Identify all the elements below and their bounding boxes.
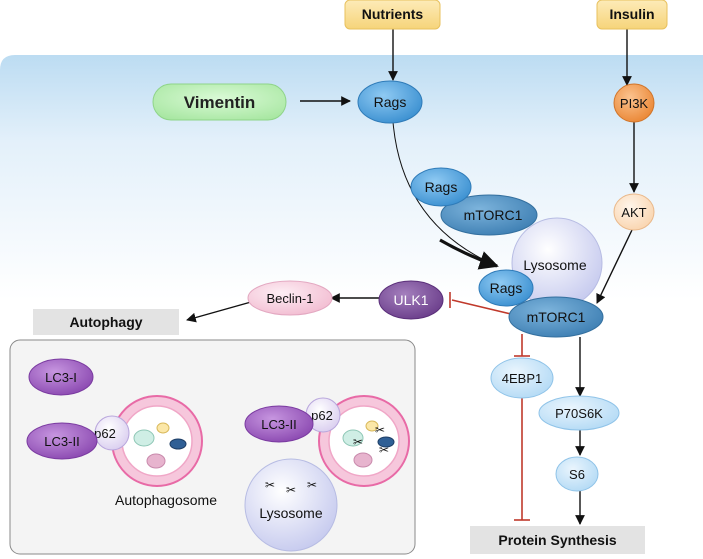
lc3ii-right-node: p62 LC3-II bbox=[244, 397, 341, 443]
arrow-rags-to-lysosome bbox=[392, 121, 498, 267]
mtorc1-complex-label: mTORC1 bbox=[464, 207, 523, 223]
akt-label: AKT bbox=[621, 205, 646, 220]
arrow-beclin1-to-autophagy bbox=[186, 301, 252, 323]
beclin1-label: Beclin-1 bbox=[267, 291, 314, 306]
autophagosome-left bbox=[111, 395, 203, 487]
protein-synthesis-box: Protein Synthesis bbox=[470, 526, 645, 554]
beclin1-node: Beclin-1 bbox=[247, 280, 333, 316]
p62-right-label: p62 bbox=[311, 408, 333, 423]
lc3ii-left-node: p62 LC3-II bbox=[26, 415, 130, 460]
nutrients-box: Nutrients bbox=[344, 0, 441, 30]
lc3i-node: LC3-I bbox=[28, 358, 94, 396]
cargo-pink bbox=[146, 453, 166, 469]
arrow-akt-to-mtorc1 bbox=[596, 229, 633, 304]
inhibition-edges bbox=[449, 292, 530, 521]
ulk1-label: ULK1 bbox=[393, 292, 428, 308]
vimentin-label: Vimentin bbox=[184, 93, 255, 112]
scissors-icon: ✂ bbox=[375, 423, 385, 437]
s6-node: S6 bbox=[555, 456, 599, 492]
scissors-icon: ✂ bbox=[307, 478, 317, 492]
inhibition-mtorc1-ulk1 bbox=[451, 299, 512, 315]
lc3i-label: LC3-I bbox=[45, 370, 77, 385]
cargo-yellow bbox=[156, 422, 170, 434]
mtorc1-main-label: mTORC1 bbox=[527, 309, 586, 325]
lc3ii-right-label: LC3-II bbox=[261, 417, 296, 432]
rags-lysosome-node: Rags bbox=[478, 269, 534, 307]
lysosome-small-label: Lysosome bbox=[259, 505, 323, 521]
cargo-blue bbox=[169, 438, 187, 450]
cargo-green bbox=[133, 429, 155, 447]
autophagy-label-box: Autophagy bbox=[33, 309, 179, 335]
rags-complex-label: Rags bbox=[425, 179, 458, 195]
lc3ii-left-label: LC3-II bbox=[44, 434, 79, 449]
scissors-icon: ✂ bbox=[265, 478, 275, 492]
insulin-label: Insulin bbox=[609, 6, 654, 22]
nutrients-label: Nutrients bbox=[362, 6, 424, 22]
s6-label: S6 bbox=[569, 467, 585, 482]
pi3k-node: PI3K bbox=[613, 83, 655, 123]
scissors-icon: ✂ bbox=[379, 443, 389, 457]
arrow-rags-to-lysosome-bold bbox=[439, 238, 499, 270]
lysosome-small: ✂ ✂ ✂ Lysosome bbox=[244, 458, 338, 552]
protein-synthesis-label: Protein Synthesis bbox=[498, 532, 616, 548]
akt-node: AKT bbox=[613, 193, 655, 231]
vimentin-node: Vimentin bbox=[152, 83, 287, 121]
autolysosome-right: ✂ ✂ ✂ bbox=[318, 395, 410, 487]
scissors-icon: ✂ bbox=[286, 483, 296, 497]
scissors-icon: ✂ bbox=[353, 435, 363, 449]
rags-top-node: Rags bbox=[357, 80, 423, 124]
lysosome-main-label: Lysosome bbox=[523, 257, 587, 273]
p62-left-label: p62 bbox=[94, 426, 116, 441]
insulin-box: Insulin bbox=[596, 0, 668, 30]
p70s6k-label: P70S6K bbox=[555, 406, 603, 421]
ulk1-node: ULK1 bbox=[378, 280, 444, 320]
4ebp1-node: 4EBP1 bbox=[490, 357, 554, 399]
autophagy-label: Autophagy bbox=[69, 314, 142, 330]
rags-lysosome-label: Rags bbox=[490, 280, 523, 296]
autophagosome-label: Autophagosome bbox=[115, 492, 217, 508]
mtorc1-main-node: mTORC1 bbox=[508, 296, 604, 338]
rags-top-label: Rags bbox=[374, 94, 407, 110]
4ebp1-label: 4EBP1 bbox=[502, 371, 542, 386]
rags-mtorc1-complex: mTORC1 Rags bbox=[410, 167, 538, 236]
p70s6k-node: P70S6K bbox=[538, 395, 620, 431]
pi3k-label: PI3K bbox=[620, 96, 649, 111]
